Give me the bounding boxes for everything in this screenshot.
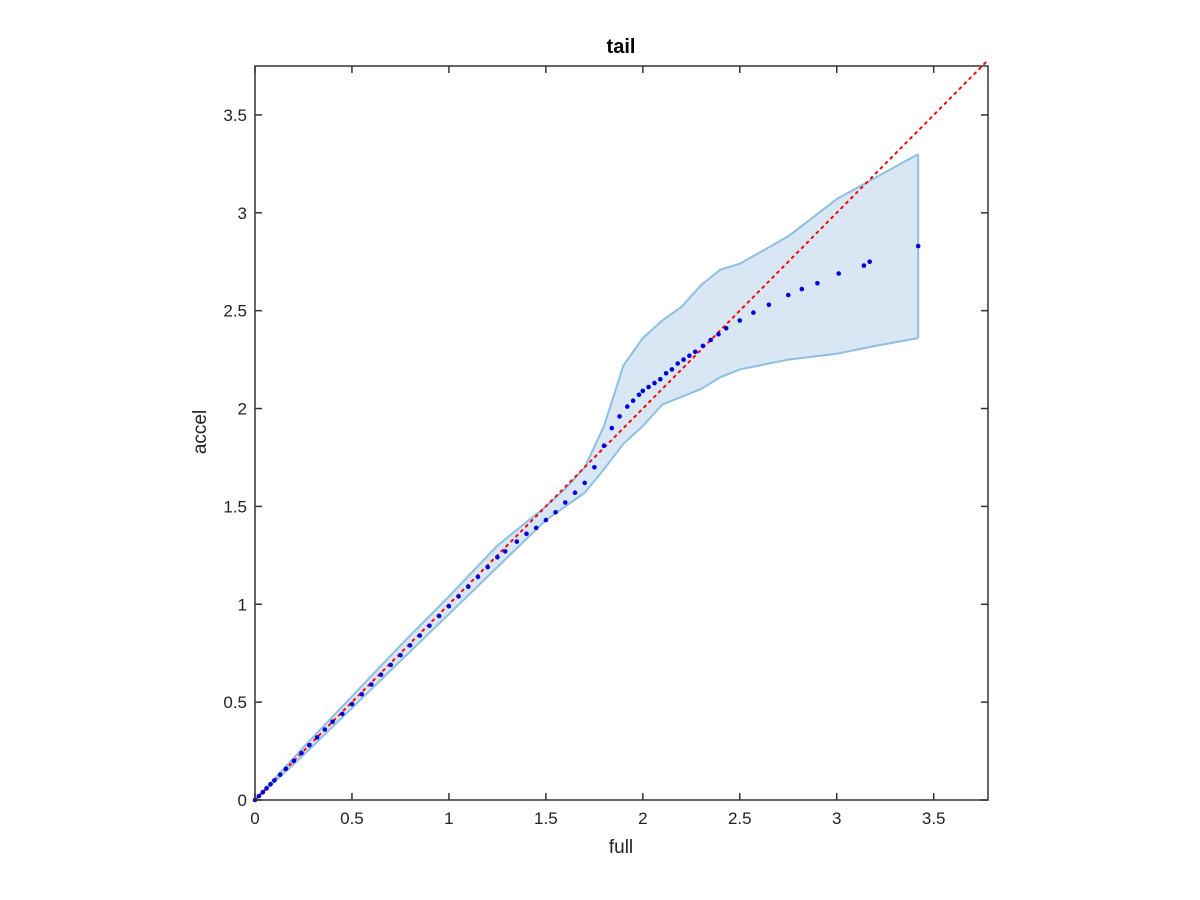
data-point bbox=[625, 404, 630, 409]
data-point bbox=[340, 711, 345, 717]
reference-line bbox=[254, 59, 989, 801]
data-point bbox=[456, 594, 461, 599]
data-point bbox=[716, 331, 721, 337]
data-point bbox=[369, 682, 374, 687]
y-tick-label: 0.5 bbox=[223, 693, 247, 712]
data-point bbox=[675, 361, 680, 366]
data-point bbox=[663, 371, 669, 376]
data-point bbox=[867, 259, 872, 265]
data-point bbox=[466, 584, 471, 589]
data-point bbox=[692, 349, 698, 355]
y-tick-label: 0 bbox=[238, 791, 247, 810]
data-point bbox=[514, 539, 520, 544]
data-point bbox=[601, 443, 607, 449]
data-point bbox=[299, 750, 304, 756]
data-point bbox=[378, 672, 384, 677]
band-upper-edge bbox=[254, 153, 919, 801]
x-tick-label: 2.5 bbox=[728, 809, 752, 828]
band-lower-edge bbox=[254, 337, 919, 801]
data-point bbox=[272, 778, 277, 783]
x-tick-label: 2 bbox=[638, 809, 647, 828]
data-point bbox=[359, 692, 365, 697]
data-point bbox=[861, 263, 867, 268]
chart-title: tail bbox=[607, 36, 636, 58]
data-point bbox=[786, 292, 791, 298]
data-point bbox=[915, 243, 921, 249]
data-point bbox=[533, 525, 539, 531]
x-tick-label: 3.5 bbox=[922, 809, 946, 828]
x-tick-label: 1 bbox=[444, 809, 453, 828]
data-point bbox=[427, 623, 432, 629]
data-point bbox=[260, 789, 266, 795]
data-point bbox=[330, 719, 335, 724]
data-point bbox=[563, 500, 568, 505]
data-point bbox=[630, 398, 636, 404]
data-point bbox=[322, 727, 328, 732]
data-point bbox=[708, 337, 713, 343]
data-point bbox=[700, 343, 706, 349]
data-point bbox=[398, 652, 403, 658]
x-tick-label: 3 bbox=[832, 809, 841, 828]
data-point bbox=[646, 384, 651, 390]
data-point bbox=[658, 376, 663, 382]
confidence-band bbox=[254, 153, 920, 801]
data-point bbox=[417, 633, 423, 638]
data-point bbox=[543, 517, 549, 523]
data-point bbox=[723, 326, 729, 331]
data-point bbox=[687, 353, 692, 359]
data-point bbox=[582, 480, 587, 486]
x-axis-ticks: 0 0.5 1 1.5 2 2.5 3 3.5 bbox=[250, 66, 946, 828]
axes-box bbox=[254, 65, 989, 801]
data-point bbox=[609, 425, 615, 431]
y-axis-ticks: 0 0.5 1 1.5 2 2.5 3 3.5 bbox=[223, 106, 988, 810]
data-point bbox=[436, 613, 442, 619]
data-point bbox=[277, 772, 283, 777]
data-points bbox=[252, 243, 921, 803]
data-point bbox=[681, 357, 686, 362]
data-point bbox=[485, 564, 491, 570]
y-tick-label: 2 bbox=[238, 400, 247, 419]
data-point bbox=[502, 549, 508, 554]
y-tick-label: 1 bbox=[238, 595, 247, 614]
data-point bbox=[766, 302, 772, 308]
x-axis-label: full bbox=[609, 837, 633, 858]
data-point bbox=[264, 786, 269, 791]
data-point bbox=[572, 490, 578, 496]
data-point bbox=[349, 701, 355, 707]
data-point bbox=[268, 782, 273, 787]
y-tick-label: 3 bbox=[238, 204, 247, 223]
data-point bbox=[283, 766, 289, 771]
data-point bbox=[291, 758, 297, 764]
data-point bbox=[592, 465, 597, 470]
data-point bbox=[669, 367, 675, 372]
y-axis-label: accel bbox=[190, 410, 211, 454]
data-point bbox=[495, 555, 500, 560]
data-point bbox=[636, 392, 642, 398]
data-point bbox=[553, 510, 558, 515]
data-point bbox=[652, 380, 657, 386]
data-point bbox=[307, 742, 312, 748]
data-point bbox=[799, 286, 805, 292]
data-point bbox=[815, 281, 820, 286]
x-tick-label: 0 bbox=[250, 809, 259, 828]
data-point bbox=[388, 662, 394, 668]
x-tick-label: 1.5 bbox=[534, 809, 558, 828]
y-tick-label: 1.5 bbox=[223, 497, 247, 516]
data-point bbox=[475, 574, 481, 580]
band-fill bbox=[255, 154, 919, 801]
x-tick-label: 0.5 bbox=[340, 809, 364, 828]
data-point bbox=[617, 414, 622, 419]
data-point bbox=[256, 793, 262, 799]
data-point bbox=[524, 531, 529, 537]
data-point bbox=[737, 318, 743, 323]
data-point bbox=[640, 388, 646, 394]
y-tick-label: 2.5 bbox=[223, 302, 247, 321]
data-point bbox=[836, 271, 841, 276]
y-tick-label: 3.5 bbox=[223, 106, 247, 125]
data-point bbox=[314, 735, 320, 740]
data-point bbox=[751, 310, 756, 315]
data-point bbox=[446, 603, 452, 609]
data-point bbox=[407, 643, 413, 648]
